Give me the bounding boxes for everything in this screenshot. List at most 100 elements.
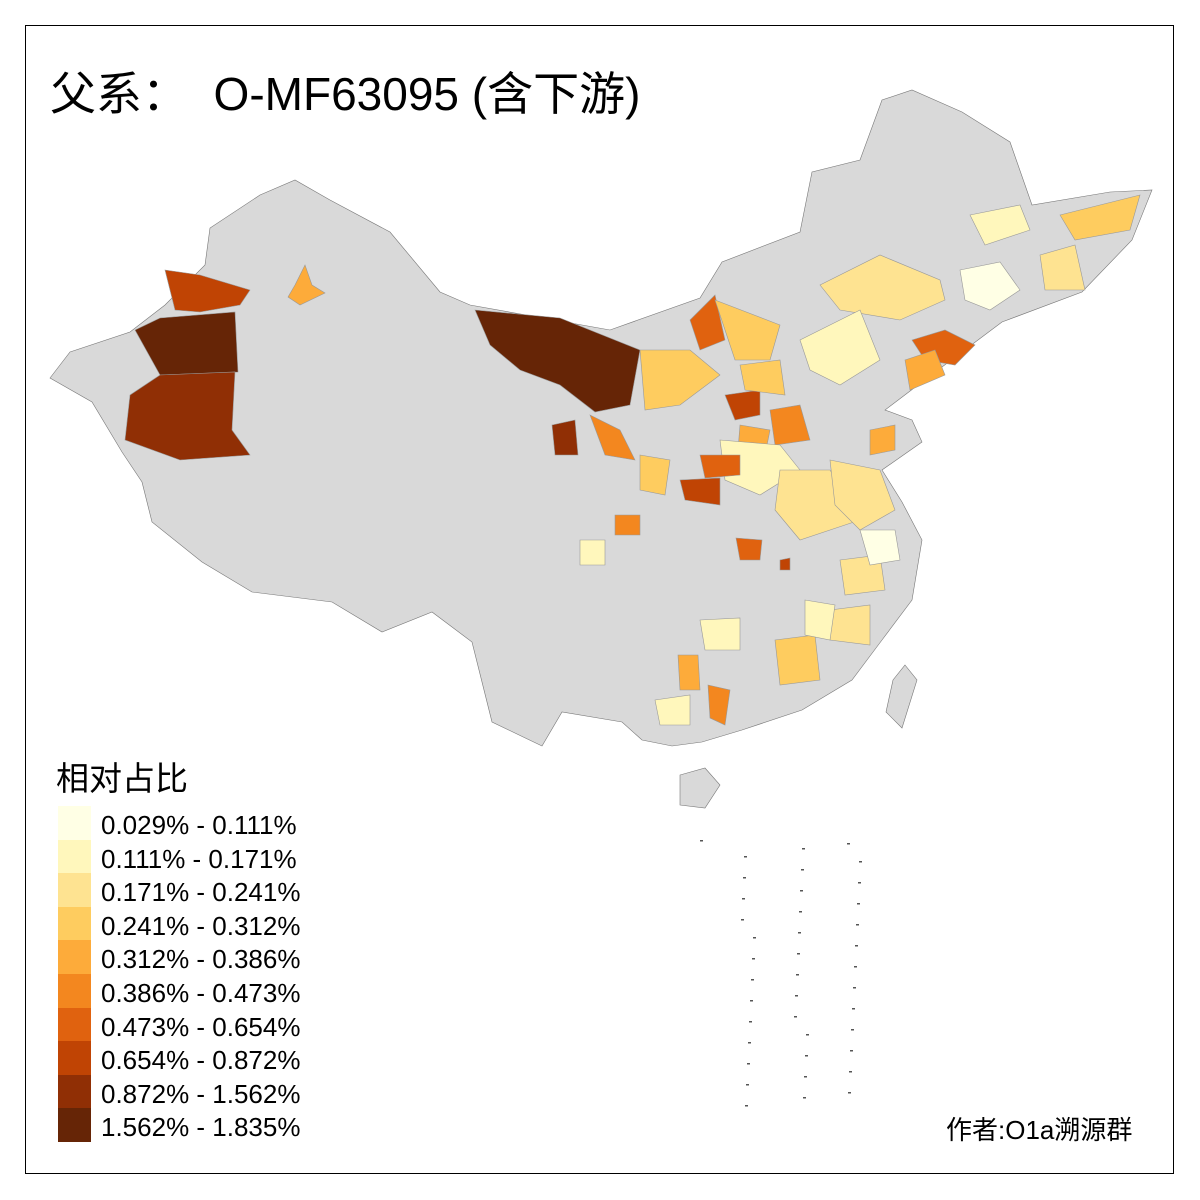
region-class-8: [124, 371, 251, 461]
region-class-1: [579, 539, 606, 566]
south-china-sea-island: [799, 911, 802, 913]
south-china-sea-island: [848, 1092, 851, 1094]
legend-label: 1.562% - 1.835%: [101, 1112, 301, 1143]
south-china-sea-island: [800, 890, 803, 892]
region-class-4: [287, 264, 326, 306]
south-china-sea-island: [750, 1000, 753, 1002]
south-china-sea-island: [850, 1050, 853, 1052]
legend-label: 0.654% - 0.872%: [101, 1045, 301, 1076]
region-class-5: [707, 684, 731, 726]
region-class-3: [739, 359, 786, 396]
region-class-7: [164, 269, 251, 313]
south-china-sea-island: [745, 1105, 748, 1107]
south-china-sea-island: [804, 1076, 807, 1078]
legend-swatch: [58, 839, 91, 874]
region-class-0: [959, 261, 1021, 311]
south-china-sea-island: [853, 987, 856, 989]
region-class-0: [859, 529, 901, 566]
south-china-sea-island: [858, 882, 861, 884]
legend-swatch: [58, 873, 91, 908]
south-china-sea-island: [847, 843, 850, 845]
map-frame: [25, 25, 1174, 1174]
south-china-sea-island: [741, 919, 744, 921]
south-china-sea-island: [856, 924, 859, 926]
region-class-2: [829, 604, 871, 646]
legend-swatch: [58, 1074, 91, 1109]
region-class-6: [699, 454, 741, 479]
legend-label: 0.473% - 0.654%: [101, 1011, 301, 1042]
south-china-sea-island: [743, 877, 746, 879]
south-china-sea-island: [849, 1071, 852, 1073]
south-china-sea-island: [749, 1021, 752, 1023]
region-class-1: [804, 599, 836, 641]
south-china-sea-island: [855, 945, 858, 947]
south-china-sea-island: [753, 937, 756, 939]
region-class-3: [774, 634, 821, 686]
region-class-3: [714, 299, 781, 361]
region-class-3: [1059, 194, 1141, 241]
south-china-sea-island: [795, 995, 798, 997]
region-class-5: [769, 404, 811, 446]
region-class-3: [639, 349, 721, 411]
legend-label: 0.111% - 0.171%: [101, 843, 297, 874]
south-china-sea-island: [746, 1084, 749, 1086]
region-class-4: [869, 424, 896, 456]
legend-swatch: [58, 1007, 91, 1042]
south-china-sea-island: [798, 932, 801, 934]
south-china-sea-island: [803, 1097, 806, 1099]
south-china-sea-island: [797, 953, 800, 955]
south-china-sea-island: [748, 1042, 751, 1044]
legend-swatch: [58, 1108, 91, 1143]
region-class-8: [551, 419, 579, 456]
south-china-sea-island: [744, 856, 747, 858]
south-china-sea-island: [751, 979, 754, 981]
legend-swatch: [58, 974, 91, 1008]
region-class-5: [589, 414, 636, 461]
region-class-1: [699, 617, 741, 651]
legend-swatch: [58, 940, 91, 975]
legend-label: 0.386% - 0.473%: [101, 978, 301, 1008]
south-china-sea-island: [854, 966, 857, 968]
south-china-sea-island: [796, 974, 799, 976]
legend-title: 相对占比: [56, 759, 188, 798]
region-class-2: [829, 459, 896, 531]
south-china-sea-island: [859, 861, 862, 863]
region-class-6: [689, 294, 726, 351]
south-china-sea-island: [857, 903, 860, 905]
legend-swatch: [58, 806, 91, 840]
region-class-3: [639, 454, 671, 496]
region-class-2: [1039, 244, 1086, 291]
region-class-2: [819, 254, 946, 321]
legend-swatch: [58, 1041, 91, 1076]
legend-label: 0.872% - 1.562%: [101, 1078, 301, 1109]
region-class-1: [799, 309, 881, 386]
south-china-sea-island: [851, 1029, 854, 1031]
region-class-9: [474, 309, 641, 413]
region-class-9: [134, 311, 239, 376]
region-class-7: [724, 389, 761, 421]
legend-label: 0.312% - 0.386%: [101, 944, 301, 975]
south-china-sea-island: [801, 869, 804, 871]
region-class-7: [679, 477, 721, 506]
south-china-sea-island: [747, 1063, 750, 1065]
south-china-sea-island: [806, 1034, 809, 1036]
south-china-sea-island: [752, 958, 755, 960]
hainan-island: [679, 767, 721, 809]
region-class-5: [614, 514, 641, 536]
south-china-sea-island: [852, 1008, 855, 1010]
legend-swatch: [58, 906, 91, 941]
author-credit: 作者:O1a溯源群: [946, 1115, 1133, 1145]
legend-label: 0.171% - 0.241%: [101, 877, 301, 908]
region-class-1: [969, 204, 1031, 246]
south-china-sea-island: [802, 848, 805, 850]
region-class-6: [735, 537, 763, 561]
region-class-7: [779, 557, 791, 571]
legend-label: 0.029% - 0.111%: [101, 810, 297, 840]
south-china-sea-island: [794, 1016, 797, 1018]
south-china-sea-island: [742, 898, 745, 900]
region-class-2: [839, 554, 886, 596]
region-class-1: [654, 694, 691, 726]
taiwan-island: [885, 664, 918, 729]
legend-label: 0.241% - 0.312%: [101, 910, 301, 941]
